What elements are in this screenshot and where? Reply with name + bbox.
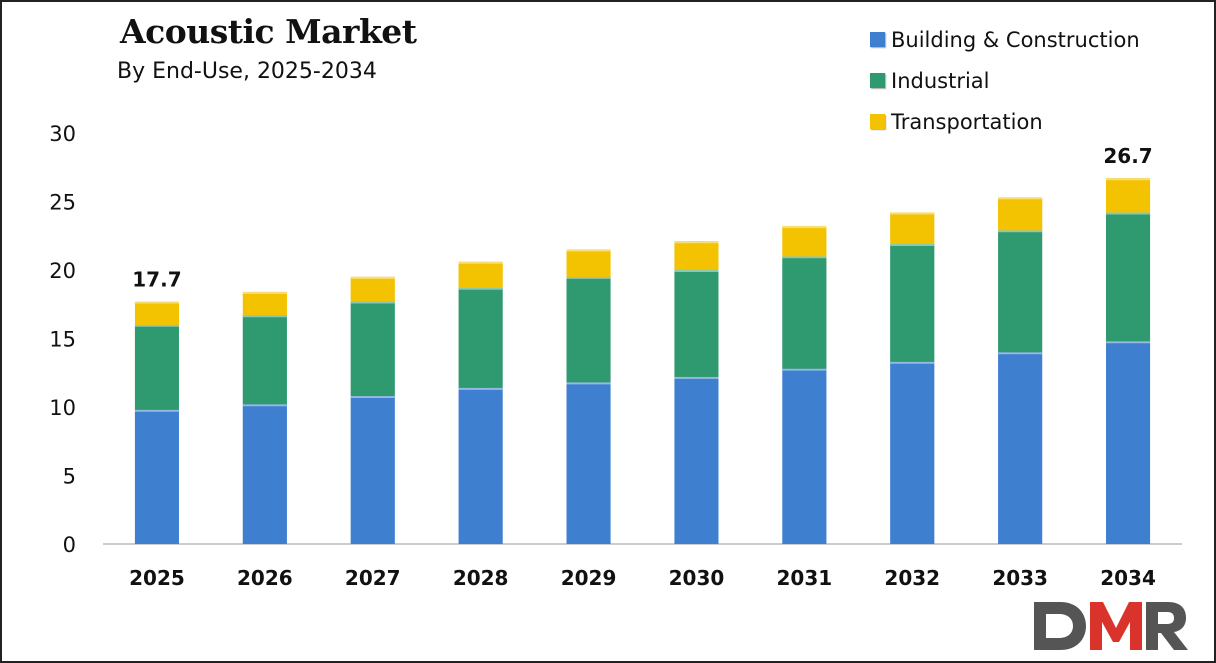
legend-swatch-building bbox=[870, 32, 885, 47]
legend-label-building: Building & Construction bbox=[891, 27, 1140, 52]
bar-segment-shade bbox=[674, 270, 719, 377]
bar-segment-shade bbox=[242, 291, 287, 316]
bar-segment-shade bbox=[350, 276, 395, 302]
legend-label-transportation: Transportation bbox=[891, 109, 1043, 134]
chart-title: Acoustic Market bbox=[120, 12, 417, 51]
legend-swatch-industrial bbox=[870, 73, 885, 88]
x-tick-label: 2034 bbox=[1100, 566, 1156, 590]
bar-segment-shade bbox=[566, 276, 611, 383]
bar-segment-shade bbox=[890, 361, 935, 544]
bar-segment-shade bbox=[134, 409, 179, 544]
dmr-logo-mark bbox=[1034, 602, 1188, 650]
bar-segment-shade bbox=[782, 256, 827, 369]
x-tick-label: 2032 bbox=[884, 566, 940, 590]
bar-segment-shade bbox=[1106, 341, 1151, 544]
data-label: 17.7 bbox=[132, 268, 181, 292]
bar-segment-shade bbox=[458, 387, 503, 544]
bar-segment-shade bbox=[566, 249, 611, 277]
x-tick-label: 2028 bbox=[453, 566, 509, 590]
bar-segment-shade bbox=[1106, 178, 1151, 213]
bar-segment-shade bbox=[1106, 212, 1151, 342]
legend-item-building: Building & Construction bbox=[870, 19, 1140, 60]
y-tick-label: 10 bbox=[49, 396, 76, 420]
bar-segment-shade bbox=[458, 287, 503, 388]
bar-segment-shade bbox=[782, 368, 827, 544]
bar-segment-shade bbox=[674, 376, 719, 544]
bar-segment-shade bbox=[890, 243, 935, 362]
bar-segment-shade bbox=[134, 301, 179, 325]
chart-subtitle: By End-Use, 2025-2034 bbox=[117, 59, 377, 84]
bar-segment-shade bbox=[242, 315, 287, 405]
bar-segment-shade bbox=[998, 230, 1043, 353]
bar-segment-shade bbox=[674, 241, 719, 270]
x-tick-label: 2031 bbox=[777, 566, 833, 590]
y-tick-label: 15 bbox=[49, 328, 76, 352]
data-label: 26.7 bbox=[1103, 144, 1152, 168]
bar-segment-shade bbox=[350, 301, 395, 397]
bar-segment-shade bbox=[242, 404, 287, 544]
x-tick-label: 2029 bbox=[561, 566, 617, 590]
y-tick-label: 30 bbox=[49, 122, 76, 146]
y-tick-label: 25 bbox=[49, 191, 76, 215]
bar-segment-shade bbox=[458, 261, 503, 288]
x-tick-label: 2026 bbox=[237, 566, 293, 590]
x-tick-label: 2025 bbox=[129, 566, 185, 590]
legend-swatch-transportation bbox=[870, 114, 885, 129]
y-tick-label: 20 bbox=[49, 259, 76, 283]
y-tick-label: 5 bbox=[63, 465, 76, 489]
legend-item-industrial: Industrial bbox=[870, 60, 1140, 101]
bar-segment-shade bbox=[782, 226, 827, 257]
x-tick-label: 2033 bbox=[992, 566, 1048, 590]
bar-segment-shade bbox=[134, 324, 179, 410]
x-tick-label: 2027 bbox=[345, 566, 401, 590]
chart-legend: Building & Construction Industrial Trans… bbox=[870, 19, 1140, 142]
legend-label-industrial: Industrial bbox=[891, 68, 990, 93]
bar-segment-shade bbox=[566, 382, 611, 544]
y-tick-label: 0 bbox=[63, 533, 76, 557]
x-tick-label: 2030 bbox=[669, 566, 725, 590]
legend-item-transportation: Transportation bbox=[870, 101, 1140, 142]
bar-segment-shade bbox=[998, 352, 1043, 544]
bar-segment-shade bbox=[890, 212, 935, 244]
bar-segment-shade bbox=[998, 197, 1043, 231]
bar-segment-shade bbox=[350, 396, 395, 544]
